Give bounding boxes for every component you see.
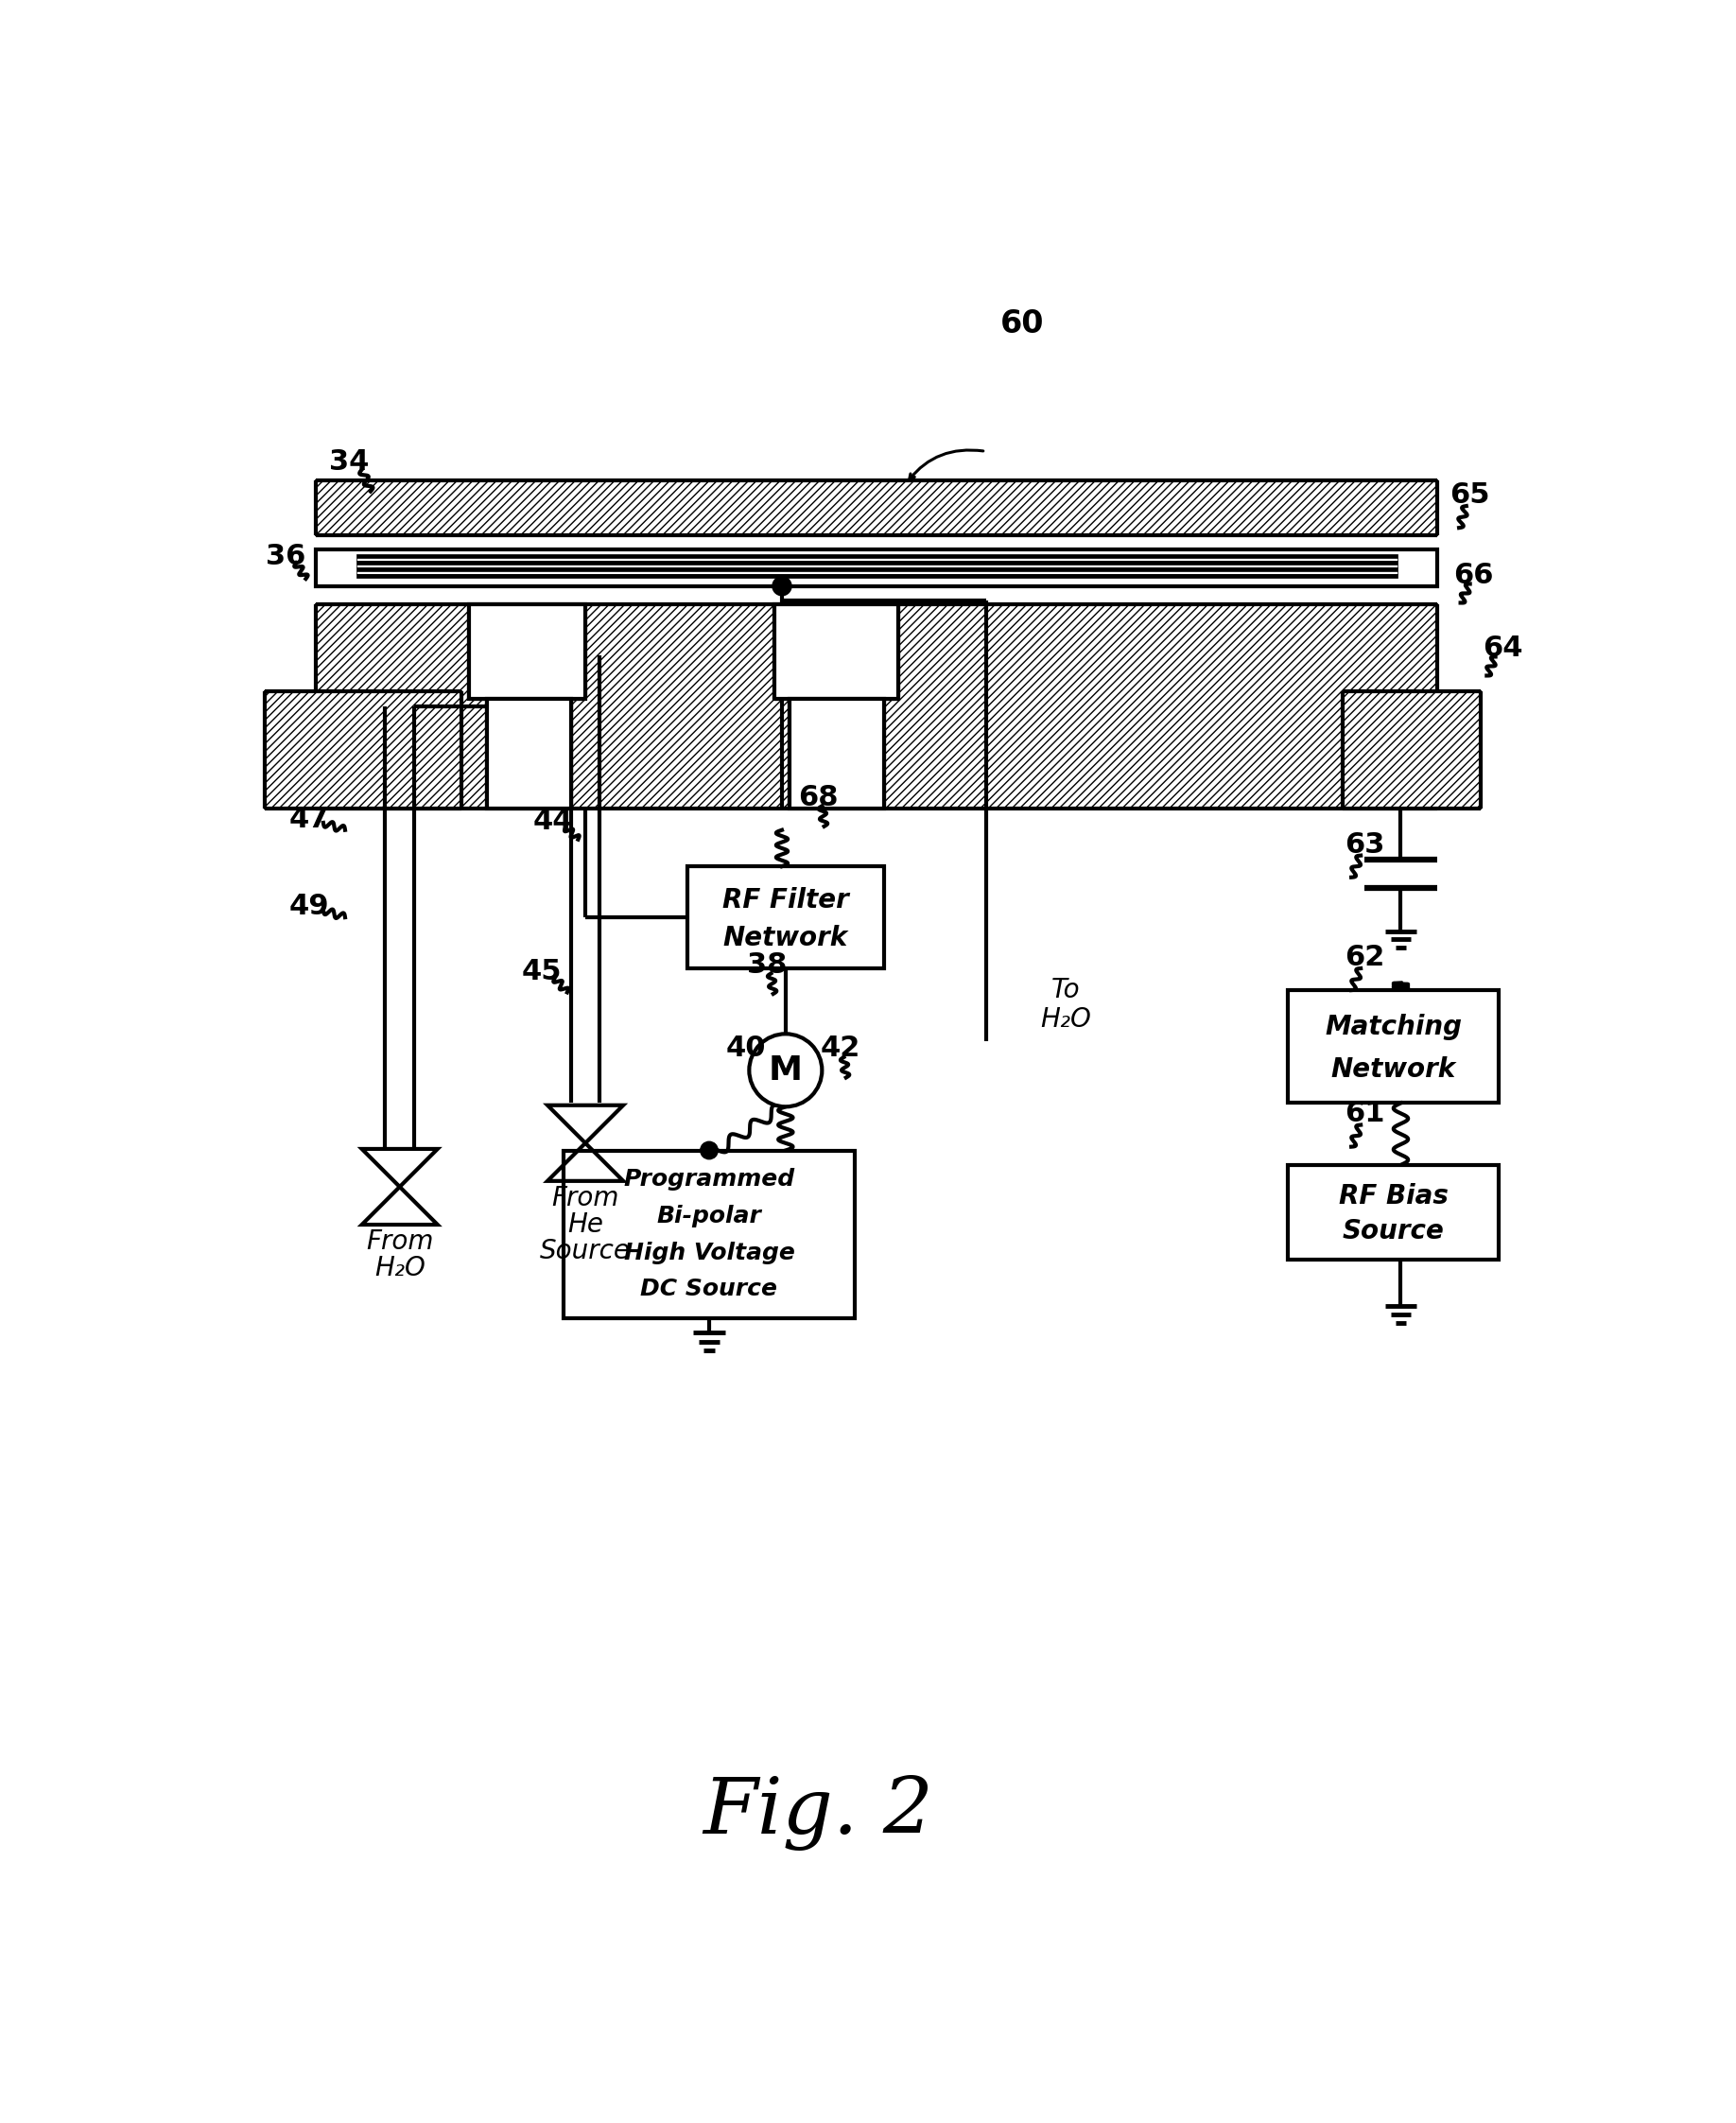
Text: DC Source: DC Source bbox=[641, 1278, 778, 1301]
Bar bbox=[316, 480, 1437, 535]
Text: 65: 65 bbox=[1450, 482, 1489, 510]
Text: H₂O: H₂O bbox=[375, 1255, 425, 1282]
Text: Programmed: Programmed bbox=[623, 1168, 795, 1191]
Text: 60: 60 bbox=[1000, 308, 1043, 340]
Bar bbox=[687, 866, 884, 968]
Text: RF Bias: RF Bias bbox=[1338, 1183, 1448, 1210]
Text: 68: 68 bbox=[799, 783, 838, 811]
Bar bbox=[1342, 692, 1481, 809]
Bar bbox=[356, 571, 1397, 573]
Text: To: To bbox=[1052, 977, 1080, 1004]
Bar bbox=[356, 554, 1397, 558]
Bar bbox=[356, 560, 1397, 565]
Bar bbox=[564, 1151, 854, 1318]
Bar bbox=[1288, 989, 1500, 1104]
Circle shape bbox=[750, 1034, 821, 1106]
Circle shape bbox=[773, 577, 792, 597]
Text: 47: 47 bbox=[288, 805, 328, 832]
Bar bbox=[774, 605, 899, 698]
Bar bbox=[316, 550, 1437, 586]
Text: 63: 63 bbox=[1344, 830, 1384, 858]
Bar bbox=[1288, 1166, 1500, 1259]
Text: 45: 45 bbox=[521, 957, 562, 985]
Text: Network: Network bbox=[1332, 1055, 1457, 1083]
Bar bbox=[469, 605, 585, 698]
Text: 40: 40 bbox=[726, 1034, 766, 1062]
Text: 34: 34 bbox=[328, 448, 368, 476]
Text: 64: 64 bbox=[1483, 635, 1522, 662]
Bar bbox=[356, 558, 1397, 560]
Text: 38: 38 bbox=[748, 951, 788, 979]
Text: 36: 36 bbox=[266, 543, 306, 571]
Text: 62: 62 bbox=[1344, 945, 1384, 970]
Text: RF Filter: RF Filter bbox=[722, 887, 849, 913]
Bar bbox=[266, 692, 462, 809]
Bar bbox=[488, 698, 571, 809]
Text: Network: Network bbox=[724, 924, 849, 951]
Text: 42: 42 bbox=[819, 1034, 861, 1062]
Text: High Voltage: High Voltage bbox=[623, 1242, 795, 1263]
Text: 66: 66 bbox=[1453, 560, 1493, 588]
Bar bbox=[356, 573, 1397, 577]
Text: Matching: Matching bbox=[1325, 1015, 1462, 1040]
Text: 61: 61 bbox=[1344, 1100, 1385, 1127]
Bar bbox=[356, 565, 1397, 567]
Circle shape bbox=[700, 1142, 719, 1159]
Text: 49: 49 bbox=[288, 894, 328, 919]
Text: M: M bbox=[769, 1055, 802, 1087]
Text: He: He bbox=[568, 1212, 604, 1238]
Text: Source: Source bbox=[540, 1238, 630, 1263]
Text: H₂O: H₂O bbox=[1040, 1006, 1092, 1032]
Bar bbox=[356, 567, 1397, 571]
Text: Source: Source bbox=[1342, 1219, 1444, 1244]
Text: 44: 44 bbox=[533, 807, 573, 834]
Text: From: From bbox=[552, 1185, 620, 1210]
Text: Fig. 2: Fig. 2 bbox=[703, 1775, 934, 1851]
Bar bbox=[790, 698, 884, 809]
Bar bbox=[316, 605, 1437, 809]
Text: From: From bbox=[366, 1229, 434, 1255]
Text: Bi-polar: Bi-polar bbox=[656, 1204, 762, 1227]
